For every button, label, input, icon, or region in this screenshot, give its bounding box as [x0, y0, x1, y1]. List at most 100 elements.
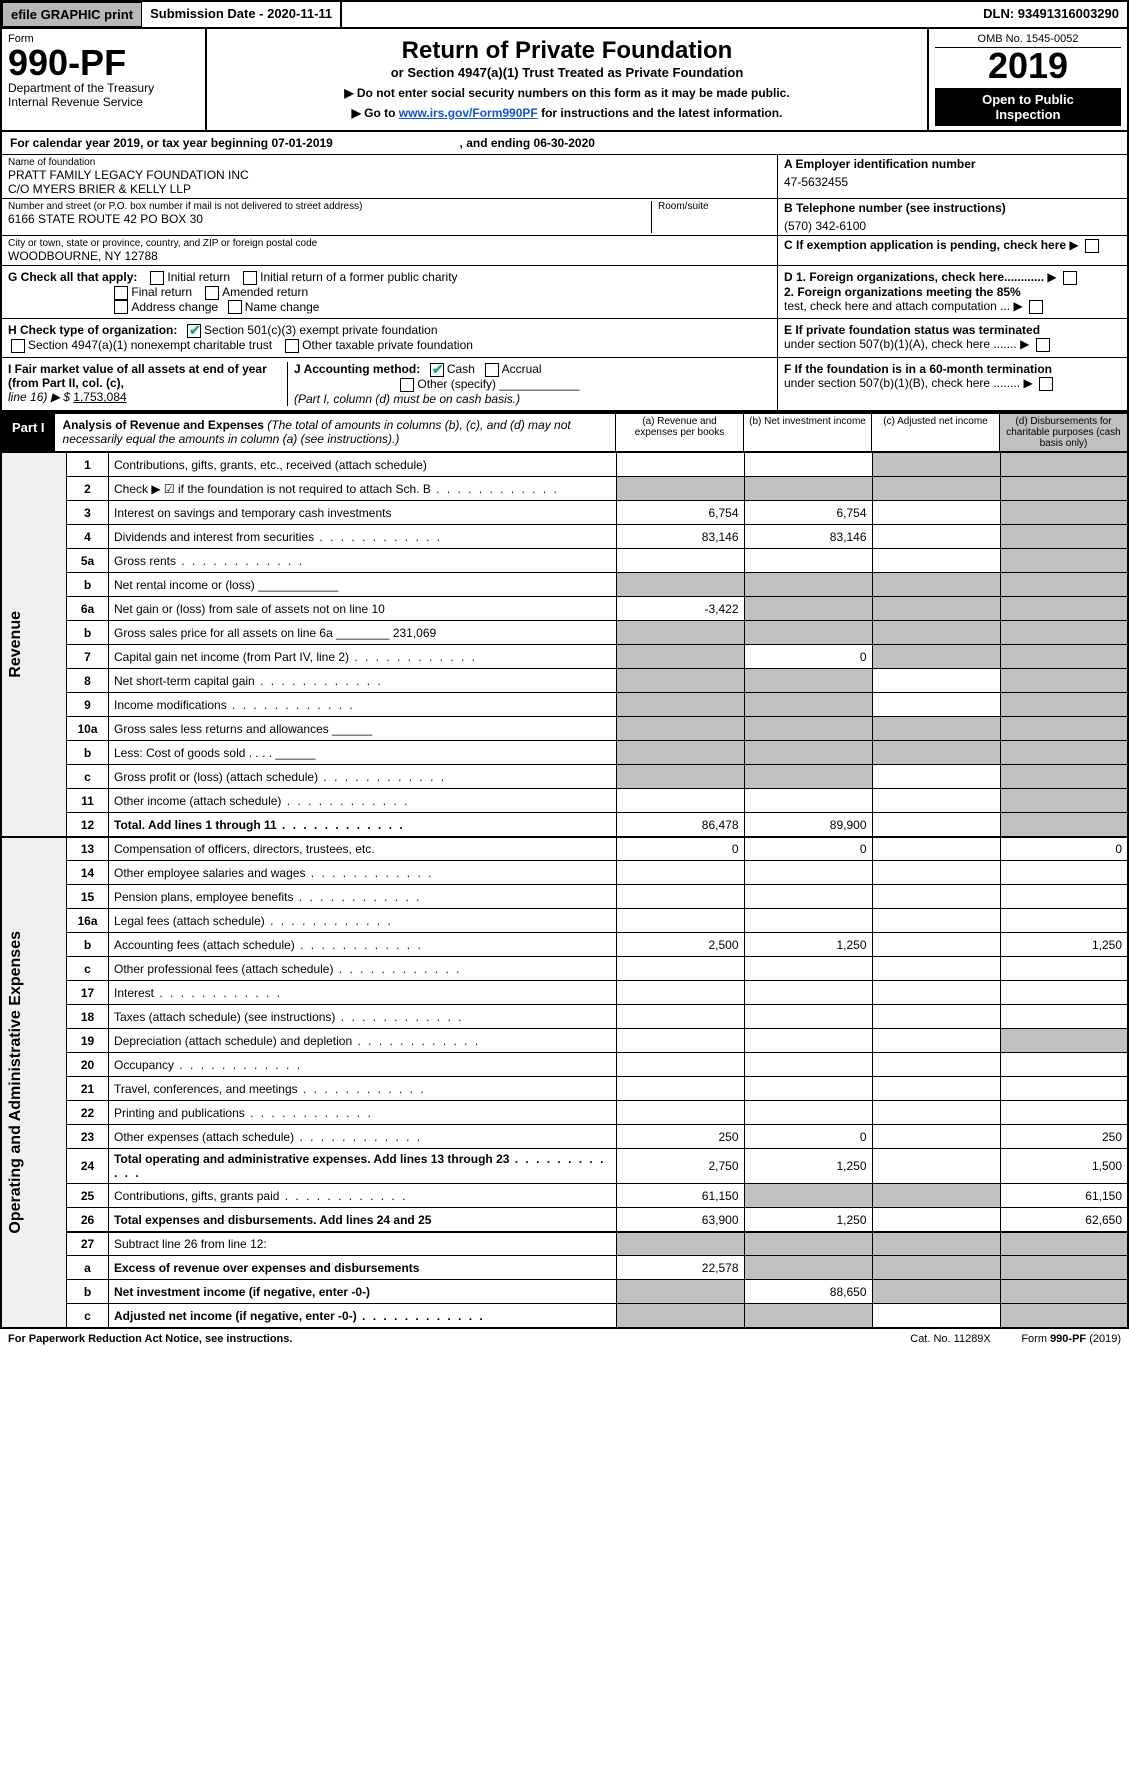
- cell-col-d: 62,650: [1000, 1208, 1128, 1232]
- cell-col-c: [872, 717, 1000, 741]
- cell-col-a: [616, 1053, 744, 1077]
- table-row: 7Capital gain net income (from Part IV, …: [1, 645, 1128, 669]
- cell-col-d: 61,150: [1000, 1184, 1128, 1208]
- table-row: 24Total operating and administrative exp…: [1, 1149, 1128, 1184]
- line-number: 17: [67, 981, 109, 1005]
- line-number: 18: [67, 1005, 109, 1029]
- j-accrual-checkbox[interactable]: [485, 363, 499, 377]
- cell-col-d: [1000, 477, 1128, 501]
- cell-col-a: 250: [616, 1125, 744, 1149]
- city-c-row: City or town, state or province, country…: [0, 236, 1129, 266]
- addr-label: Number and street (or P.O. box number if…: [8, 201, 651, 212]
- line-number: c: [67, 1304, 109, 1328]
- g-initial-public-checkbox[interactable]: [243, 271, 257, 285]
- line-number: 14: [67, 861, 109, 885]
- cell-col-c: [872, 453, 1000, 477]
- e2-label: under section 507(b)(1)(A), check here .…: [784, 337, 1017, 351]
- cell-col-b: 83,146: [744, 525, 872, 549]
- table-row: aExcess of revenue over expenses and dis…: [1, 1256, 1128, 1280]
- cell-col-b: [744, 1077, 872, 1101]
- j-cash-checkbox[interactable]: [430, 363, 444, 377]
- cell-col-a: 0: [616, 837, 744, 861]
- line-number: 3: [67, 501, 109, 525]
- line-desc: Accounting fees (attach schedule): [109, 933, 617, 957]
- dept-line-2: Internal Revenue Service: [8, 95, 199, 109]
- cell-col-d: [1000, 957, 1128, 981]
- line-desc: Contributions, gifts, grants, etc., rece…: [109, 453, 617, 477]
- arrow-icon: ▶: [1069, 238, 1078, 252]
- cell-col-b: [744, 549, 872, 573]
- line-desc: Occupancy: [109, 1053, 617, 1077]
- d1-checkbox[interactable]: [1063, 271, 1077, 285]
- cell-col-b: [744, 981, 872, 1005]
- line-desc: Excess of revenue over expenses and disb…: [109, 1256, 617, 1280]
- h-other-checkbox[interactable]: [285, 339, 299, 353]
- line-desc: Travel, conferences, and meetings: [109, 1077, 617, 1101]
- cell-col-a: [616, 717, 744, 741]
- j-other-checkbox[interactable]: [400, 378, 414, 392]
- c-checkbox[interactable]: [1085, 239, 1099, 253]
- cell-col-d: [1000, 813, 1128, 837]
- table-row: cOther professional fees (attach schedul…: [1, 957, 1128, 981]
- cell-col-d: [1000, 1232, 1128, 1256]
- line-number: 8: [67, 669, 109, 693]
- col-b-header: (b) Net investment income: [743, 414, 871, 451]
- cell-col-b: 1,250: [744, 1208, 872, 1232]
- cell-col-b: 88,650: [744, 1280, 872, 1304]
- cell-col-a: [616, 741, 744, 765]
- table-row: Revenue1Contributions, gifts, grants, et…: [1, 453, 1128, 477]
- line-number: 12: [67, 813, 109, 837]
- h-e-section: H Check type of organization: Section 50…: [0, 319, 1129, 358]
- f-checkbox[interactable]: [1039, 377, 1053, 391]
- table-row: 14Other employee salaries and wages: [1, 861, 1128, 885]
- line-number: a: [67, 1256, 109, 1280]
- table-row: cGross profit or (loss) (attach schedule…: [1, 765, 1128, 789]
- name-ein-row: Name of foundation PRATT FAMILY LEGACY F…: [0, 155, 1129, 199]
- cell-col-d: 1,500: [1000, 1149, 1128, 1184]
- line-desc: Less: Cost of goods sold . . . . ______: [109, 741, 617, 765]
- cell-col-c: [872, 1101, 1000, 1125]
- cell-col-c: [872, 957, 1000, 981]
- j-o1: Cash: [447, 362, 475, 376]
- h-4947-checkbox[interactable]: [11, 339, 25, 353]
- line-desc: Total expenses and disbursements. Add li…: [109, 1208, 617, 1232]
- g-initial-checkbox[interactable]: [150, 271, 164, 285]
- h-501c3-checkbox[interactable]: [187, 324, 201, 338]
- cell-col-c: [872, 981, 1000, 1005]
- cell-col-a: 83,146: [616, 525, 744, 549]
- cell-col-a: [616, 789, 744, 813]
- city-value: WOODBOURNE, NY 12788: [8, 249, 771, 263]
- efile-btn[interactable]: efile GRAPHIC print: [2, 2, 142, 27]
- cell-col-b: 0: [744, 1125, 872, 1149]
- foundation-name-1: PRATT FAMILY LEGACY FOUNDATION INC: [8, 168, 771, 182]
- form-link[interactable]: www.irs.gov/Form990PF: [399, 106, 538, 120]
- e-checkbox[interactable]: [1036, 338, 1050, 352]
- g-amended-checkbox[interactable]: [205, 286, 219, 300]
- note2-post: for instructions and the latest informat…: [538, 106, 783, 120]
- cell-col-c: [872, 1280, 1000, 1304]
- cell-col-d: [1000, 645, 1128, 669]
- line-number: b: [67, 741, 109, 765]
- line-number: b: [67, 573, 109, 597]
- g-address-checkbox[interactable]: [114, 300, 128, 314]
- line-number: c: [67, 957, 109, 981]
- cell-col-c: [872, 645, 1000, 669]
- f1-label: F If the foundation is in a 60-month ter…: [784, 362, 1052, 376]
- g-final-checkbox[interactable]: [114, 286, 128, 300]
- table-row: 2Check ▶ ☑ if the foundation is not requ…: [1, 477, 1128, 501]
- cell-col-b: 89,900: [744, 813, 872, 837]
- cell-col-c: [872, 765, 1000, 789]
- g-name-checkbox[interactable]: [228, 300, 242, 314]
- line-desc: Printing and publications: [109, 1101, 617, 1125]
- line-number: 16a: [67, 909, 109, 933]
- open-public-ribbon: Open to PublicInspection: [935, 88, 1121, 126]
- line-desc: Net gain or (loss) from sale of assets n…: [109, 597, 617, 621]
- g-o1: Initial return: [167, 270, 230, 284]
- d2-checkbox[interactable]: [1029, 300, 1043, 314]
- calendar-year-row: For calendar year 2019, or tax year begi…: [0, 132, 1129, 155]
- cell-col-b: [744, 1101, 872, 1125]
- line-number: b: [67, 621, 109, 645]
- h-o1: Section 501(c)(3) exempt private foundat…: [204, 323, 437, 337]
- side-revenue: Revenue: [7, 611, 25, 678]
- table-row: Operating and Administrative Expenses13C…: [1, 837, 1128, 861]
